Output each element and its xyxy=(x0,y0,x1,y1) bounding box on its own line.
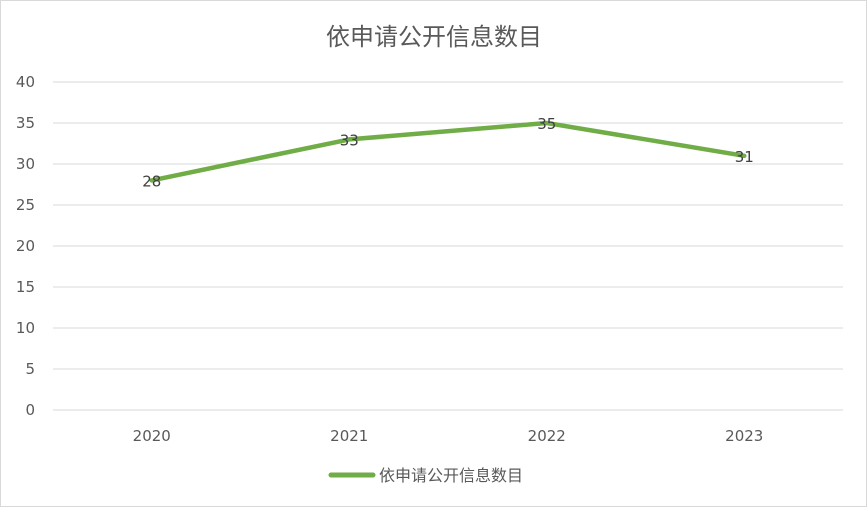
data-label: 35 xyxy=(537,115,556,133)
data-label: 33 xyxy=(340,131,359,149)
x-tick-label: 2023 xyxy=(725,427,763,445)
legend: 依申请公开信息数目 xyxy=(331,466,523,485)
x-tick-label: 2020 xyxy=(133,427,171,445)
y-tick-label: 0 xyxy=(25,401,35,419)
legend-label: 依申请公开信息数目 xyxy=(379,466,523,485)
series-line xyxy=(152,123,745,180)
y-tick-label: 40 xyxy=(16,73,35,91)
data-labels: 28 33 35 31 xyxy=(142,115,754,190)
x-axis-ticks: 2020 2021 2022 2023 xyxy=(133,427,764,445)
y-tick-label: 20 xyxy=(16,237,35,255)
y-tick-label: 5 xyxy=(25,360,35,378)
y-tick-label: 10 xyxy=(16,319,35,337)
series-lines xyxy=(152,123,745,181)
x-tick-label: 2021 xyxy=(330,427,368,445)
data-label: 28 xyxy=(142,172,161,190)
y-tick-label: 35 xyxy=(16,114,35,132)
y-axis-ticks: 0 5 10 15 20 25 30 35 40 xyxy=(16,73,35,419)
y-tick-label: 30 xyxy=(16,155,35,173)
x-tick-label: 2022 xyxy=(528,427,566,445)
y-tick-label: 25 xyxy=(16,196,35,214)
y-tick-label: 15 xyxy=(16,278,35,296)
chart-title: 依申请公开信息数目 xyxy=(326,23,542,51)
data-label: 31 xyxy=(735,148,754,166)
